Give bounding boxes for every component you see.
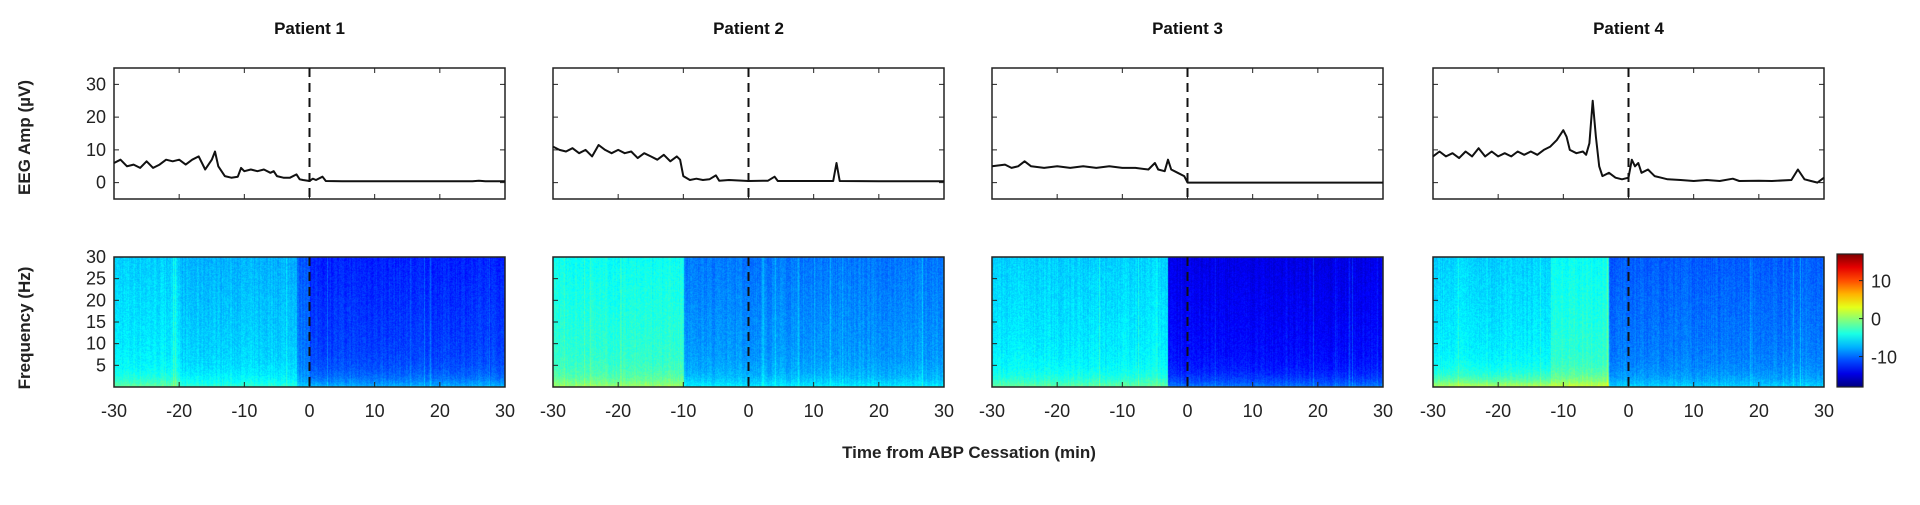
x-tick-label: 20: [430, 401, 450, 421]
panel-title: Patient 4: [1593, 19, 1664, 38]
x-tick-label: 10: [1684, 401, 1704, 421]
panel-title: Patient 1: [274, 19, 345, 38]
y-tick-label: 15: [86, 312, 106, 332]
x-tick-label: -20: [1044, 401, 1070, 421]
y-tick-label: 5: [96, 355, 106, 375]
panel-title: Patient 2: [713, 19, 784, 38]
y-tick-label: 10: [86, 140, 106, 160]
x-tick-label: 0: [1623, 401, 1633, 421]
x-axis-label: Time from ABP Cessation (min): [842, 443, 1096, 462]
frequency-y-axis-label: Frequency (Hz): [15, 267, 34, 390]
x-tick-label: 30: [934, 401, 954, 421]
y-tick-label: 30: [86, 74, 106, 94]
y-tick-label: 25: [86, 269, 106, 289]
x-tick-label: -10: [1109, 401, 1135, 421]
x-tick-label: 30: [495, 401, 515, 421]
x-tick-label: 20: [1749, 401, 1769, 421]
eeg-amplitude-series: [991, 158, 1383, 184]
eeg-amplitude-series: [1432, 99, 1825, 184]
y-tick-label: 0: [96, 173, 106, 193]
x-tick-label: -20: [1485, 401, 1511, 421]
x-tick-label: 0: [743, 401, 753, 421]
y-tick-label: 20: [86, 107, 106, 127]
x-tick-label: -30: [540, 401, 566, 421]
y-tick-label: 30: [86, 247, 106, 267]
x-tick-label: -10: [231, 401, 257, 421]
x-tick-label: 30: [1373, 401, 1393, 421]
x-tick-label: -20: [605, 401, 631, 421]
x-tick-label: 20: [1308, 401, 1328, 421]
y-tick-label: 20: [86, 290, 106, 310]
x-tick-label: -20: [166, 401, 192, 421]
x-tick-label: 0: [1182, 401, 1192, 421]
x-tick-label: -30: [1420, 401, 1446, 421]
x-tick-label: 20: [869, 401, 889, 421]
x-tick-label: 10: [804, 401, 824, 421]
colorbar: [1836, 253, 1864, 388]
x-tick-label: -30: [979, 401, 1005, 421]
colorbar-tick-label: 0: [1871, 310, 1881, 330]
colorbar-tick-label: 10: [1871, 272, 1891, 292]
x-tick-label: -10: [670, 401, 696, 421]
eeg-y-axis-label: EEG Amp (µV): [15, 80, 34, 195]
eeg-amplitude-series: [113, 150, 505, 183]
x-tick-label: 10: [365, 401, 385, 421]
x-tick-label: 30: [1814, 401, 1834, 421]
eeg-amplitude-series: [552, 144, 944, 183]
x-tick-label: 10: [1243, 401, 1263, 421]
x-tick-label: 0: [304, 401, 314, 421]
x-tick-label: -30: [101, 401, 127, 421]
x-tick-label: -10: [1550, 401, 1576, 421]
panel-title: Patient 3: [1152, 19, 1223, 38]
y-tick-label: 10: [86, 334, 106, 354]
colorbar-tick-label: -10: [1871, 348, 1897, 368]
